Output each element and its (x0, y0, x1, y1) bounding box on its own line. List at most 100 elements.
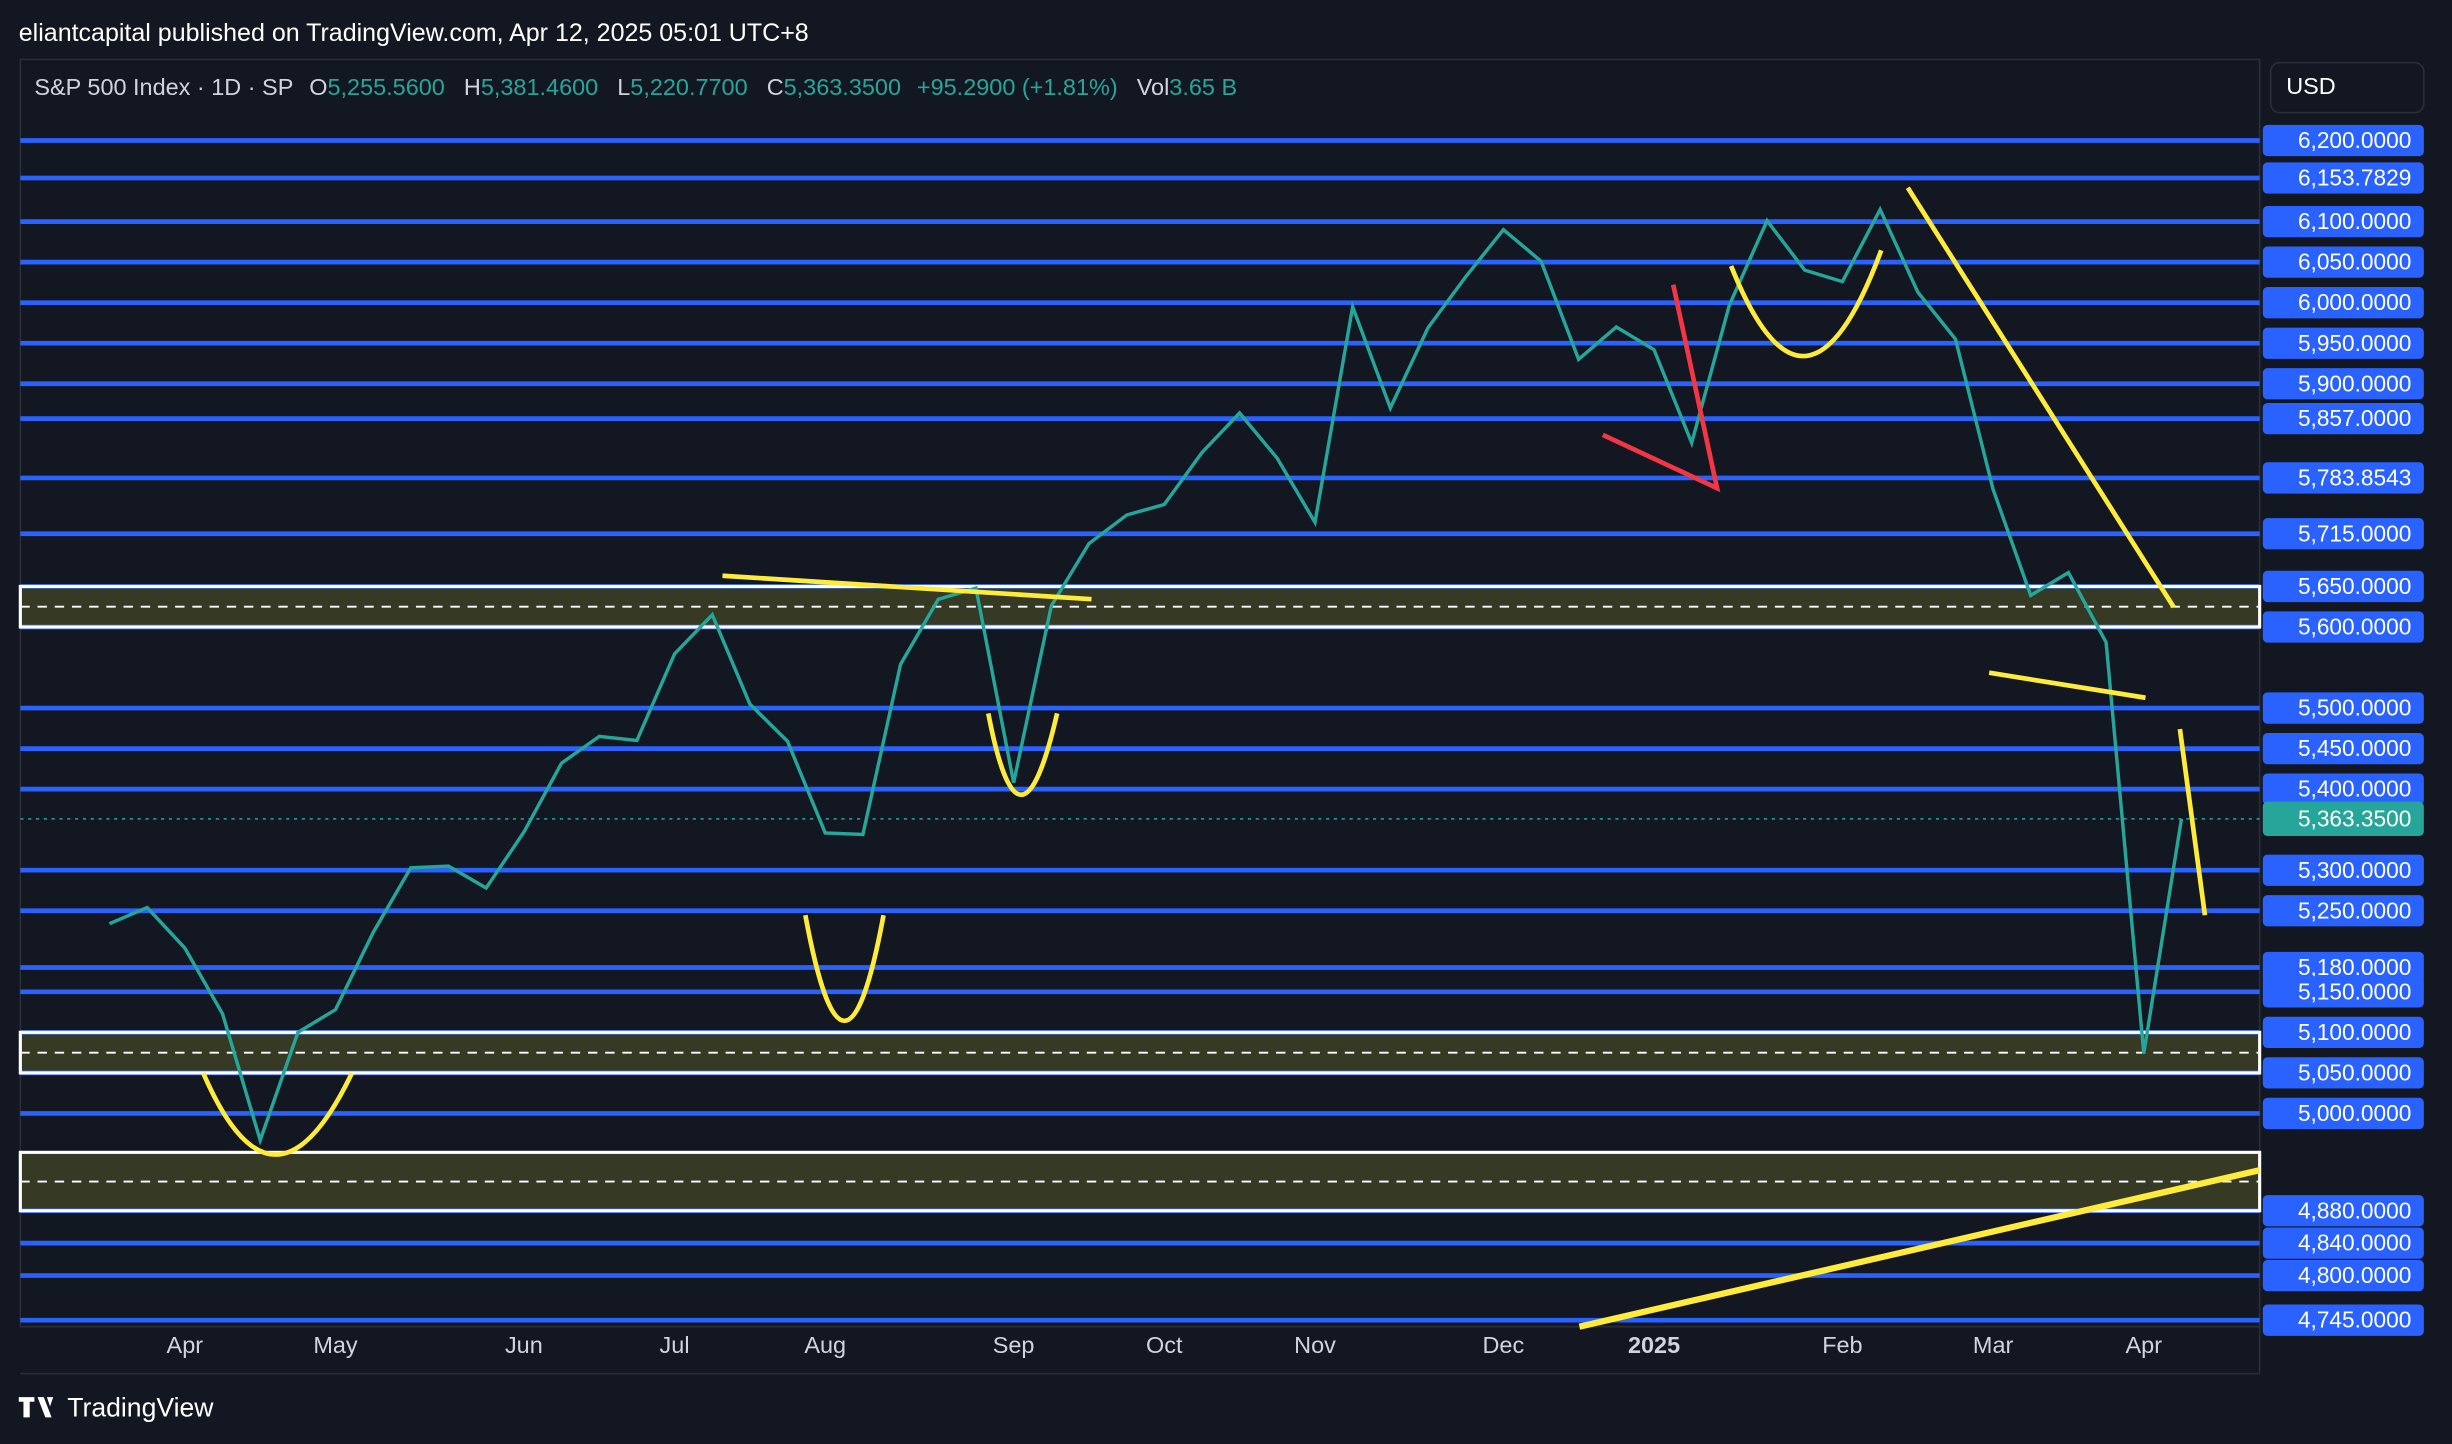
price-label-bg (2262, 692, 2424, 724)
price-label: 5,000.0000 (2298, 1100, 2411, 1126)
price-label-bg (2262, 205, 2424, 238)
footer-brand: TradingView (67, 1393, 214, 1423)
ohlc-value: 5,363.3500 (784, 74, 901, 100)
change: +95.2900 (+1.81%) (917, 74, 1118, 100)
price-axis: 6,200.0000 6,153.7829 6,100.0000 6,050.0000… (2262, 124, 2424, 1336)
x-tick-label: May (313, 1332, 358, 1358)
price-label: 5,500.0000 (2298, 695, 2411, 721)
price-label-bg (2262, 246, 2424, 278)
price-label: 5,180.0000 (2298, 954, 2411, 980)
price-label: 5,150.0000 (2298, 978, 2411, 1004)
legend: S&P 500 Index · 1D · SP O5,255.5600 H5,3… (34, 74, 1237, 100)
zones (18, 584, 2262, 1213)
pattern-curve (986, 712, 1060, 797)
price-label-bg (2262, 570, 2424, 603)
price-label: 4,880.0000 (2298, 1197, 2411, 1223)
x-tick-label: Jun (505, 1332, 543, 1358)
ohlc-value: 5,381.4600 (481, 74, 598, 100)
ohlc-key: C (767, 74, 784, 100)
last-price-bg (2262, 801, 2424, 837)
price-label: 4,800.0000 (2298, 1262, 2411, 1288)
price-label: 5,400.0000 (2298, 776, 2411, 802)
price-label-bg (2262, 1259, 2424, 1292)
price-label: 5,650.0000 (2298, 573, 2411, 599)
ohlc-key: O (309, 74, 327, 100)
currency-button[interactable] (2269, 61, 2425, 114)
ohlc-value: 5,255.5600 (328, 74, 445, 100)
price-label-bg (2262, 327, 2424, 359)
legend-line: S&P 500 Index · 1D · SP O5,255.5600 H5,3… (34, 74, 1237, 100)
volume-key: Vol (1137, 74, 1170, 100)
price-label: 4,745.0000 (2298, 1307, 2411, 1333)
x-tick-label: Sep (993, 1332, 1035, 1358)
trendline (722, 573, 1092, 602)
footer-logo: TradingView (18, 1393, 214, 1423)
price-label-bg (2262, 951, 2424, 984)
price-label: 5,715.0000 (2298, 520, 2411, 546)
ohlc-key: H (464, 74, 481, 100)
ohlc-key: L (617, 74, 630, 100)
x-tick-label: Mar (1973, 1332, 2014, 1358)
pattern-wedge (1601, 284, 1721, 493)
price-label: 5,900.0000 (2298, 370, 2411, 396)
price-label: 5,100.0000 (2298, 1019, 2411, 1045)
published-note: eliantcapital published on TradingView.c… (19, 19, 809, 47)
logo-mark (18, 1397, 54, 1418)
price-label-bg (2262, 518, 2424, 550)
price-label-bg (2262, 162, 2424, 194)
x-tick-label: Feb (1822, 1332, 1862, 1358)
price-label-bg (2262, 1057, 2424, 1089)
price-label-bg (2262, 1227, 2424, 1259)
currency: USD (2286, 73, 2336, 99)
x-tick-label: Apr (167, 1332, 204, 1358)
price-label-bg (2262, 402, 2424, 435)
x-tick-label: Nov (1294, 1332, 1336, 1358)
price-label-bg (2262, 462, 2424, 494)
plot-area (19, 58, 2261, 1328)
price-label-bg (2262, 976, 2424, 1008)
price-label-bg (2262, 732, 2424, 765)
series (20, 205, 2260, 1146)
price-label-bg (2262, 1304, 2424, 1336)
time-axis: Apr May Jun Jul Aug Sep Oct Nov Dec 2025 Feb Mar Apr (167, 1332, 2163, 1358)
price-label: 6,153.7829 (2298, 165, 2411, 191)
price-label-bg (2262, 854, 2424, 886)
price-label: 6,050.0000 (2298, 249, 2411, 275)
price-label: 6,200.0000 (2298, 127, 2411, 153)
price-label-bg (2262, 773, 2424, 805)
price-label: 5,450.0000 (2298, 735, 2411, 761)
pattern-curve (803, 914, 886, 1024)
ohlc-value: 5,220.7700 (630, 74, 747, 100)
price-label-bg (2262, 1097, 2424, 1130)
price-label-bg (2262, 124, 2424, 157)
price-label-bg (2262, 1016, 2424, 1049)
price-label: 6,100.0000 (2298, 208, 2411, 234)
trendline (2177, 728, 2208, 916)
price-label-bg (2262, 287, 2424, 319)
price-label: 5,857.0000 (2298, 405, 2411, 431)
price-label: 5,950.0000 (2298, 330, 2411, 356)
x-tick-label: Dec (1483, 1332, 1525, 1358)
price-label-bg (2262, 368, 2424, 400)
trendline (1905, 186, 2176, 609)
x-tick-label: 2025 (1628, 1332, 1680, 1358)
price-line (108, 205, 2184, 1146)
price-label-bg (2262, 611, 2424, 643)
price-label: 5,600.0000 (2298, 614, 2411, 640)
price-label: 5,783.8543 (2298, 464, 2411, 490)
x-tick-label: Aug (804, 1332, 846, 1358)
price-label: 5,300.0000 (2298, 857, 2411, 883)
price-label: 5,050.0000 (2298, 1059, 2411, 1085)
price-label-bg (2262, 895, 2424, 927)
price-label-bg (2262, 1195, 2424, 1227)
trendline (1578, 1167, 2261, 1330)
last-price-label: 5,363.3500 (2298, 805, 2411, 831)
price-label: 6,000.0000 (2298, 289, 2411, 315)
x-tick-label: Jul (660, 1332, 690, 1358)
x-tick-label: Apr (2126, 1332, 2163, 1358)
pattern-curve (1728, 249, 1884, 359)
symbol: S&P 500 Index · 1D · SP (34, 74, 293, 100)
price-label: 5,250.0000 (2298, 897, 2411, 923)
pattern-curve (201, 1072, 354, 1157)
